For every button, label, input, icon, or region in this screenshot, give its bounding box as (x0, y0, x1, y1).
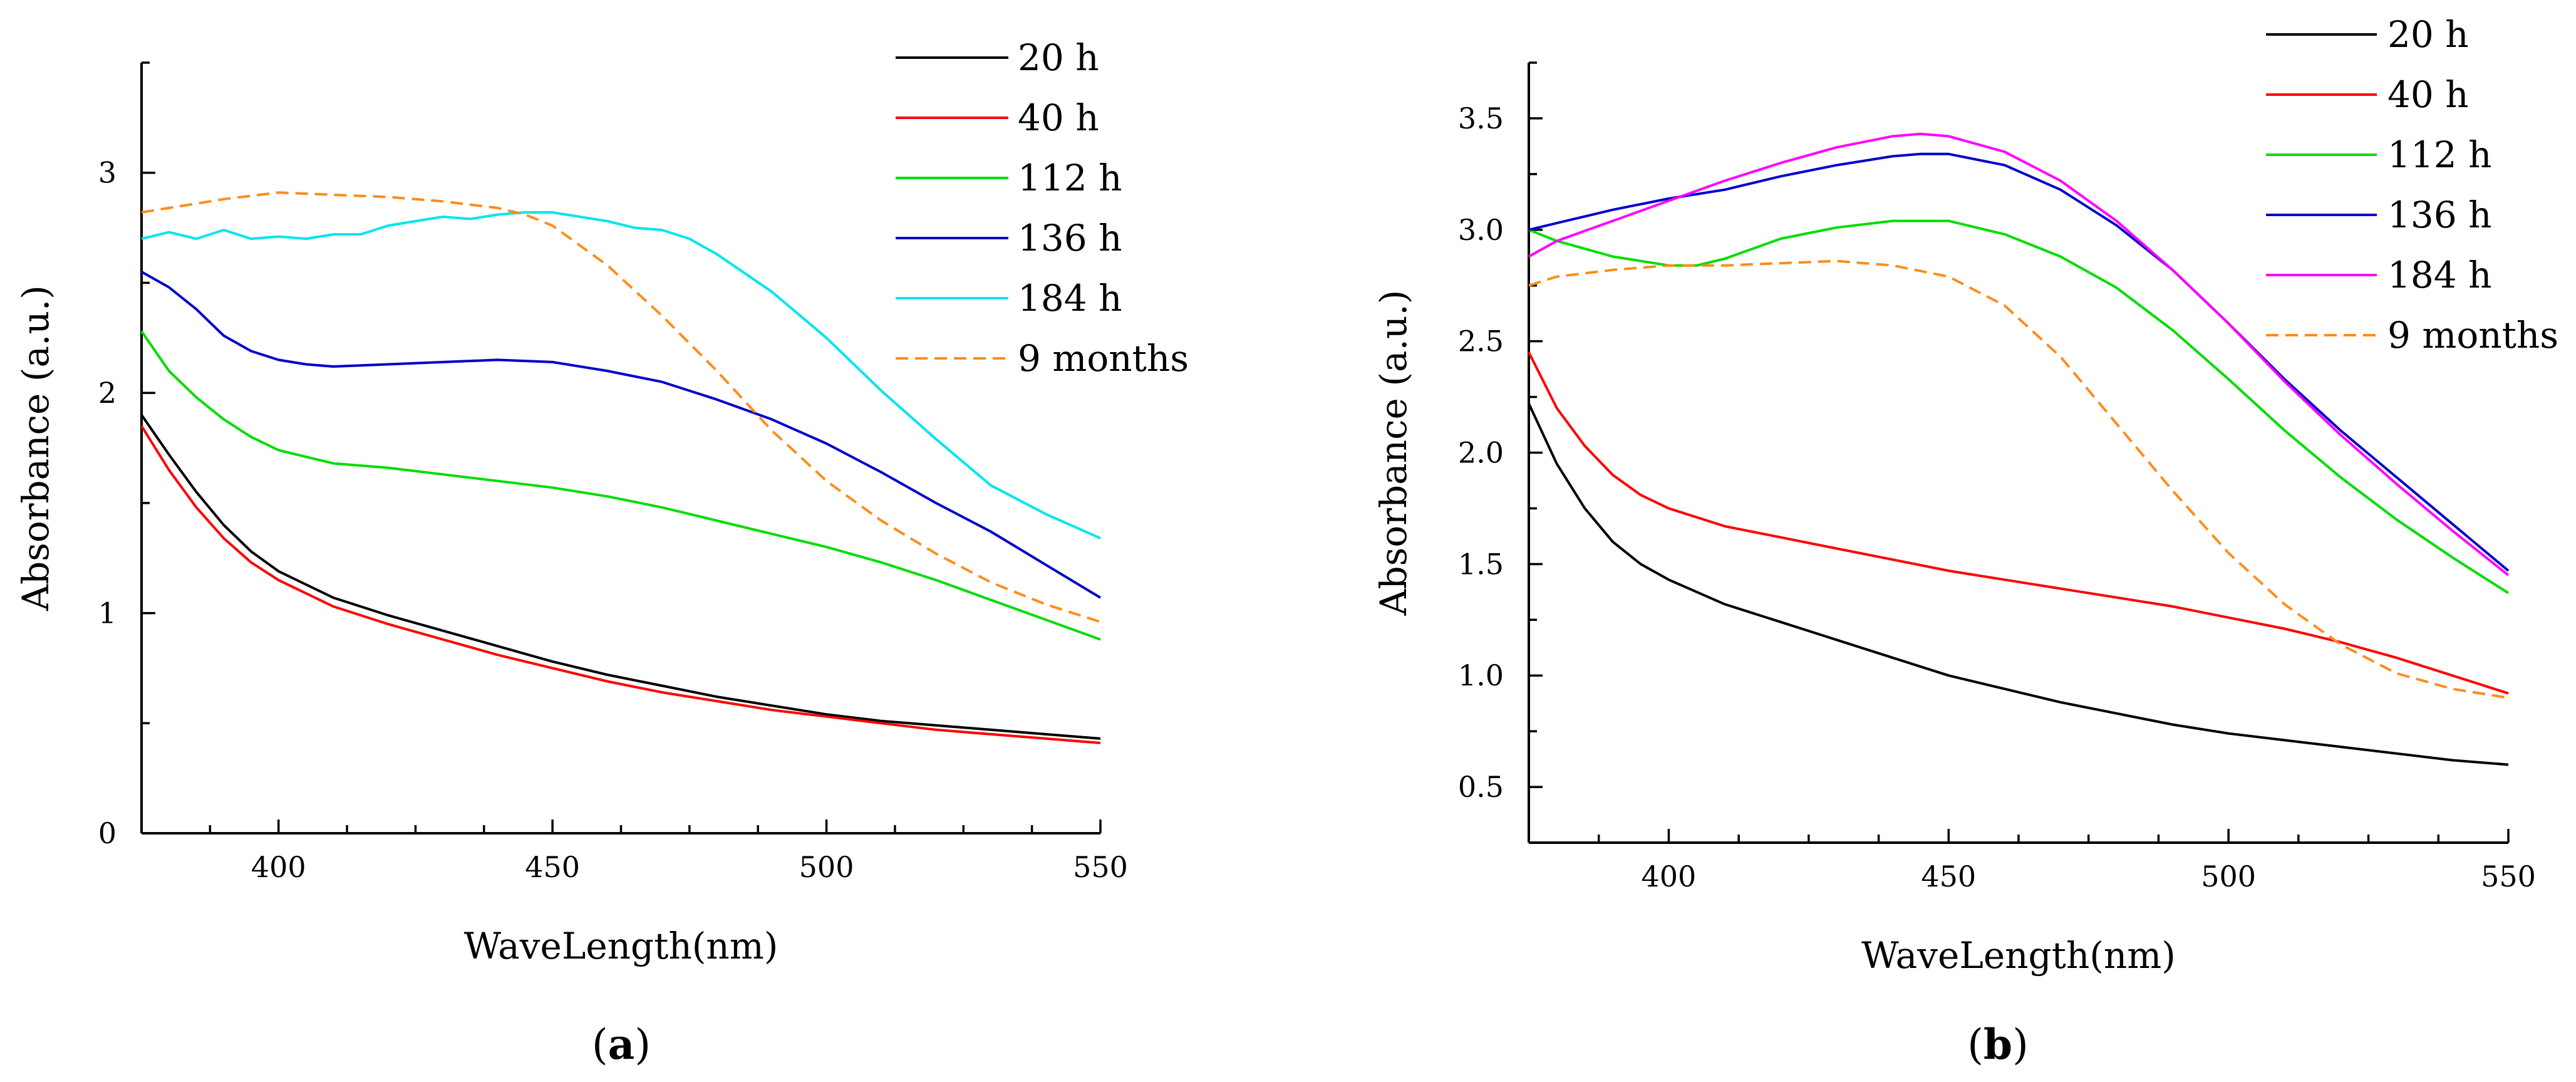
chart-b-x-tick-label: 500 (2201, 860, 2256, 893)
chart-a-x-tick-label: 550 (1073, 850, 1128, 884)
chart-b-x-tick-label: 400 (1642, 860, 1697, 893)
chart-b-x-tick-label: 550 (2481, 860, 2536, 893)
chart-a-legend-label: 20 h (1018, 36, 1099, 79)
chart-b-legend: 20 h 40 h 112 h 136 h 184 h 9 months (2266, 13, 2558, 356)
chart-b-panel-label-letter: b (1984, 1020, 2012, 1069)
chart-b-legend-label: 9 months (2387, 314, 2558, 356)
chart-a-x-tick-label: 400 (251, 850, 306, 884)
chart-b-series-line-40-h (1528, 351, 2509, 695)
chart-a-series-line-136-h (141, 271, 1102, 599)
chart-b-x-tick-label: 450 (1921, 860, 1976, 893)
chart-a-legend-label: 9 months (1018, 337, 1189, 380)
chart-b-legend-label: 184 h (2387, 254, 2492, 296)
chart-b-y-tick-label: 1.5 (1458, 547, 1504, 581)
chart-a: 400 450 500 550 0 1 2 3 WaveLength(nm) Absorbance… (14, 36, 1189, 1069)
chart-b-y-tick-label: 2.5 (1458, 325, 1504, 358)
chart-a-y-tick-label: 1 (98, 596, 116, 630)
chart-b-panel-label-close: ) (2012, 1021, 2029, 1069)
chart-b-series-line-112-h (1528, 219, 2510, 595)
chart-b-series-line-20-h (1528, 403, 2509, 766)
chart-b-y-tick-label: 2.0 (1458, 436, 1504, 470)
chart-a-legend: 20 h 40 h 112 h 136 h 184 h 9 months (896, 36, 1189, 380)
chart-b-legend-label: 20 h (2387, 13, 2469, 56)
chart-a-x-axis-title: WaveLength(nm) (464, 925, 778, 967)
chart-a-legend-label: 40 h (1018, 96, 1099, 139)
chart-b-y-axis-title: Absorbance (a.u.) (1372, 290, 1415, 616)
chart-b-legend-label: 40 h (2387, 73, 2469, 116)
chart-b: 400 450 500 550 0.5 1.0 1.5 2.0 2.5 3.0 3.5 WaveLen… (1372, 13, 2558, 1069)
chart-a-panel-label-letter: a (608, 1020, 635, 1069)
chart-a-series-line-112-h (140, 330, 1101, 641)
chart-b-series-line-184-h (1528, 132, 2510, 576)
chart-b-y-tick-label: 3.0 (1458, 213, 1504, 247)
chart-a-y-tick-label: 2 (98, 376, 116, 410)
chart-a-series-line-9-months (141, 191, 1101, 623)
chart-a-x-tick-label: 450 (525, 850, 580, 884)
chart-b-legend-label: 136 h (2387, 194, 2492, 236)
chart-b-y-tick-label: 3.5 (1458, 101, 1504, 135)
chart-a-x-tick-label: 500 (799, 850, 854, 884)
chart-b-x-axis-title: WaveLength(nm) (1861, 934, 2176, 977)
chart-b-panel-label: (b) (1967, 1020, 2029, 1069)
chart-a-series-line-40-h (140, 425, 1101, 744)
chart-a-series-line-184-h (141, 211, 1101, 539)
chart-b-series-line-136-h (1528, 152, 2510, 572)
chart-a-legend-label: 184 h (1018, 277, 1122, 320)
chart-a-panel-label-close: ) (634, 1021, 651, 1069)
chart-a-panel-label-open: ( (592, 1021, 608, 1069)
chart-a-legend-label: 112 h (1018, 157, 1122, 199)
chart-b-y-tick-label: 0.5 (1458, 770, 1504, 804)
chart-b-y-tick-label: 1.0 (1458, 658, 1504, 692)
chart-a-series-line-20-h (140, 414, 1101, 740)
chart-b-series-line-9-months (1528, 259, 2509, 699)
chart-a-y-axis-title: Absorbance (a.u.) (14, 285, 57, 611)
chart-a-y-tick-label: 0 (98, 816, 116, 850)
chart-a-panel-label: (a) (592, 1020, 651, 1069)
chart-a-legend-label: 136 h (1018, 217, 1122, 259)
chart-a-y-tick-label: 3 (98, 156, 116, 190)
chart-b-legend-label: 112 h (2387, 133, 2492, 176)
chart-b-panel-label-open: ( (1967, 1021, 1984, 1069)
